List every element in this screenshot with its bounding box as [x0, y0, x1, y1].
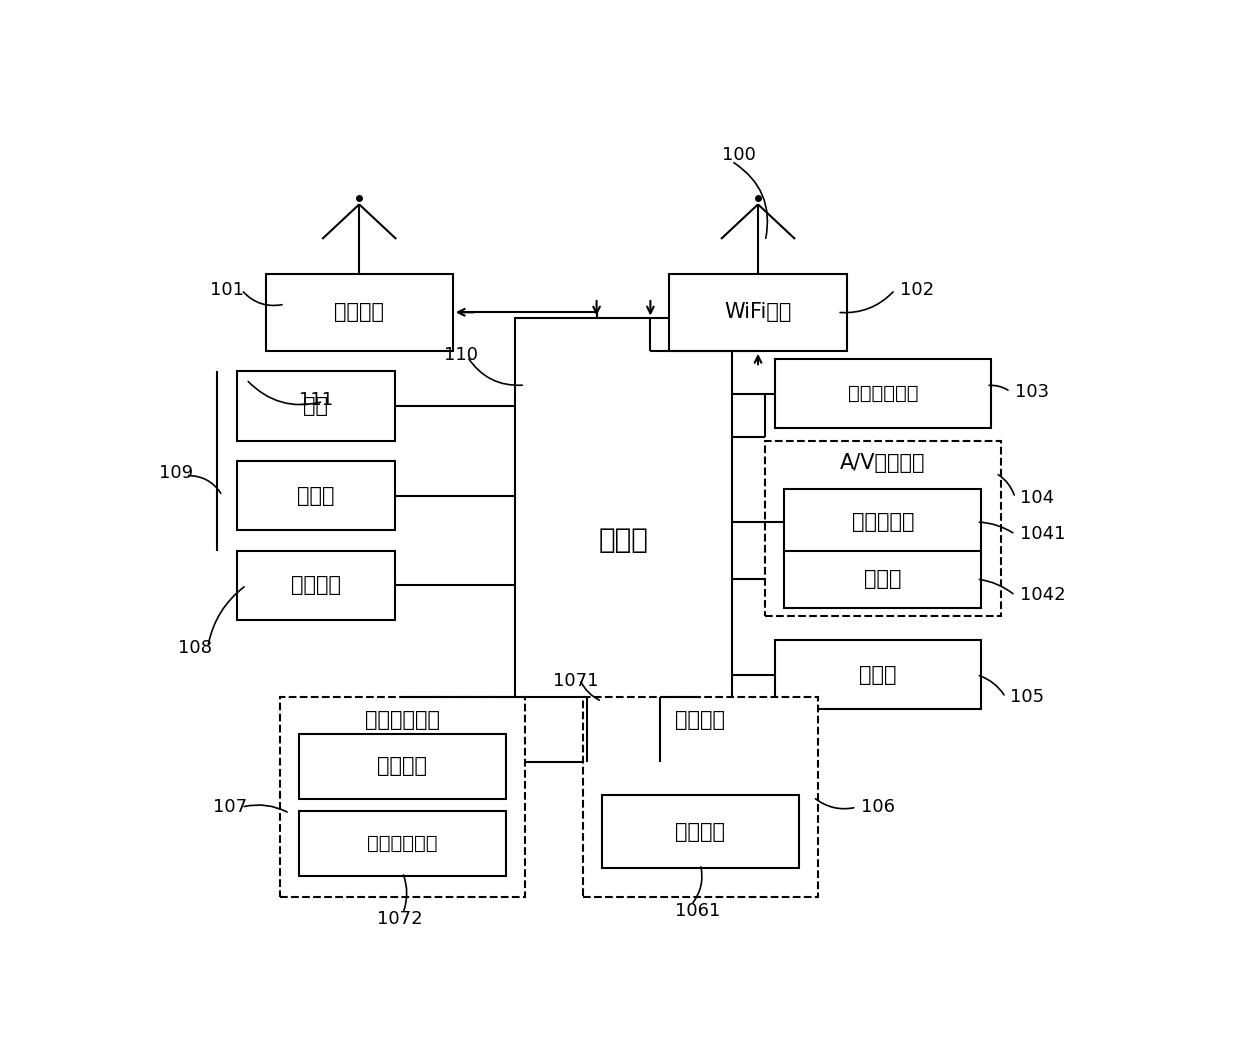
- Text: 传感器: 传感器: [859, 664, 897, 685]
- Text: 104: 104: [1019, 489, 1054, 507]
- Text: 图形处理器: 图形处理器: [852, 512, 914, 532]
- Text: 1072: 1072: [377, 910, 423, 928]
- Text: 存储器: 存储器: [298, 486, 335, 506]
- Bar: [299, 811, 506, 876]
- Text: 109: 109: [159, 464, 193, 482]
- Text: 射频单元: 射频单元: [335, 303, 384, 323]
- Bar: [670, 274, 847, 351]
- Bar: [785, 490, 982, 554]
- Bar: [237, 550, 396, 620]
- Text: 1042: 1042: [1019, 586, 1065, 604]
- Text: 用户输入单元: 用户输入单元: [365, 710, 440, 730]
- Text: 接口单元: 接口单元: [291, 576, 341, 596]
- Bar: [583, 697, 818, 897]
- Bar: [601, 795, 799, 869]
- Text: WiFi模块: WiFi模块: [724, 303, 791, 323]
- Bar: [237, 461, 396, 530]
- Text: 处理器: 处理器: [599, 527, 649, 554]
- Text: 1071: 1071: [553, 672, 599, 690]
- Text: 触控面板: 触控面板: [377, 756, 428, 777]
- Text: 106: 106: [862, 798, 895, 816]
- Text: 显示面板: 显示面板: [676, 822, 725, 842]
- Text: 显示单元: 显示单元: [676, 710, 725, 730]
- Text: 107: 107: [213, 798, 247, 816]
- Bar: [299, 734, 506, 799]
- Bar: [280, 697, 525, 897]
- Bar: [516, 318, 732, 763]
- Text: 108: 108: [179, 639, 212, 657]
- Text: 101: 101: [210, 280, 244, 299]
- Text: 111: 111: [299, 390, 334, 408]
- Text: 105: 105: [1011, 688, 1044, 707]
- Text: A/V输入单元: A/V输入单元: [841, 454, 926, 473]
- Bar: [775, 640, 982, 710]
- Text: 110: 110: [444, 346, 477, 364]
- Bar: [775, 359, 991, 428]
- Text: 麦克风: 麦克风: [864, 569, 901, 589]
- Text: 电源: 电源: [304, 396, 329, 416]
- Text: 1061: 1061: [676, 901, 720, 919]
- Text: 1041: 1041: [1019, 525, 1065, 544]
- Text: 102: 102: [900, 280, 934, 299]
- Text: 音频输出单元: 音频输出单元: [848, 384, 918, 403]
- Text: 100: 100: [723, 146, 756, 164]
- Bar: [265, 274, 453, 351]
- Bar: [785, 550, 982, 607]
- Bar: [237, 371, 396, 440]
- Bar: [765, 440, 1001, 616]
- Text: 其他输入设备: 其他输入设备: [367, 835, 438, 854]
- Text: 103: 103: [1016, 383, 1049, 401]
